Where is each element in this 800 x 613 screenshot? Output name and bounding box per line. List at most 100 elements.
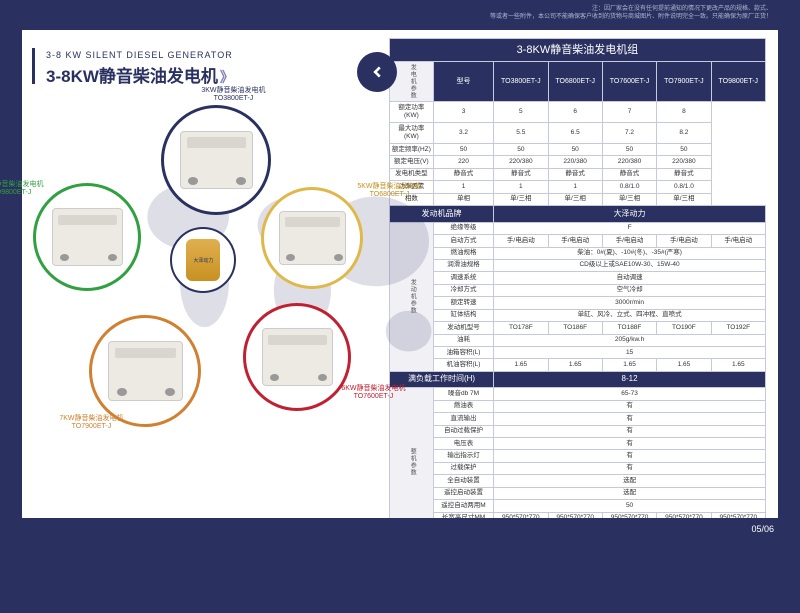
param-val: 有 xyxy=(494,413,766,425)
right-pane: 3-8KW静音柴油发电机组 发电机参数型号TO3800ET-JTO6800ET-… xyxy=(385,30,778,518)
param-val: 50 xyxy=(657,144,711,156)
param-name: 额定功率(KW) xyxy=(389,102,433,123)
param-val: 单/三相 xyxy=(548,193,602,205)
table-title: 3-8KW静音柴油发电机组 xyxy=(389,39,765,62)
param-name: 油箱容积(L) xyxy=(433,347,493,359)
param-name: 输出指示灯 xyxy=(433,450,493,462)
param-val: 6 xyxy=(548,102,602,123)
param-val: TO192F xyxy=(711,322,765,334)
param-name: 油耗 xyxy=(433,334,493,346)
param-val: 65-73 xyxy=(494,388,766,400)
param-name: 发动机型号 xyxy=(433,322,493,334)
param-val: 1.65 xyxy=(657,359,711,371)
sect-val: 大泽动力 xyxy=(494,206,766,222)
product-ring-r5 xyxy=(33,183,141,291)
col-hdr: TO6800ET-J xyxy=(548,62,602,102)
product-label-r1: 3KW静音柴油发电机TO3800ET-J xyxy=(193,87,273,104)
param-val: 静音式 xyxy=(433,168,493,180)
param-name: 燃油规格 xyxy=(433,247,493,259)
param-val: 205g/kw.h xyxy=(494,334,766,346)
param-val: 50 xyxy=(494,144,548,156)
param-val: 手/电启动 xyxy=(657,235,711,247)
title-chinese: 3-8KW静音柴油发电机》 xyxy=(46,62,375,87)
col-hdr: TO3800ET-J xyxy=(494,62,548,102)
param-val: 0.8/1.0 xyxy=(602,181,656,193)
product-label-r4: 7KW静音柴油发电机TO7900ET-J xyxy=(51,415,131,432)
top-disclaimer: 注：因厂家会在没有任何提前通知的情况下更改产品的规格、款式、 等或者一些附件，本… xyxy=(0,0,800,30)
param-val: 1 xyxy=(494,181,548,193)
left-pane: 3-8 KW SILENT DIESEL GENERATOR 3-8KW静音柴油… xyxy=(22,30,385,518)
param-val: 50 xyxy=(433,144,493,156)
generator-img xyxy=(262,328,333,385)
param-name: 润滑油规格 xyxy=(433,259,493,271)
param-val: 1.65 xyxy=(602,359,656,371)
param-name: 遥控自动两用M xyxy=(433,500,493,512)
param-val: 6.5 xyxy=(548,123,602,144)
col-hdr: TO7600ET-J xyxy=(602,62,656,102)
param-val: 7.2 xyxy=(602,123,656,144)
param-name: 额定电压(V) xyxy=(389,156,433,168)
param-val: 8 xyxy=(657,102,711,123)
param-name: 直流输出 xyxy=(433,413,493,425)
param-val: 静音式 xyxy=(657,168,711,180)
title-english: 3-8 KW SILENT DIESEL GENERATOR xyxy=(46,50,375,60)
product-ring-r1 xyxy=(161,105,271,215)
param-val: 0.8/1.0 xyxy=(657,181,711,193)
param-val: 220/380 xyxy=(494,156,548,168)
param-val: 有 xyxy=(494,425,766,437)
param-name: 绝缘等级 xyxy=(433,222,493,234)
param-val: 50 xyxy=(548,144,602,156)
param-val: 静音式 xyxy=(494,168,548,180)
param-val: 选配 xyxy=(494,475,766,487)
param-val: 1.65 xyxy=(548,359,602,371)
param-name: 缸体结构 xyxy=(433,309,493,321)
center-brand-badge: 大泽动力 xyxy=(170,227,236,293)
page-number: 05/06 xyxy=(751,524,774,534)
param-name: 发电机类型 xyxy=(389,168,433,180)
param-name: 自动过载保护 xyxy=(433,425,493,437)
param-name: 最大功率(KW) xyxy=(389,123,433,144)
product-label-r3: 6KW静音柴油发电机TO7600ET-J xyxy=(333,385,413,402)
param-val: 单/三相 xyxy=(657,193,711,205)
product-label-r5: 8KW静音柴油发电机TO9800ET-J xyxy=(0,181,51,198)
param-name: 过载保护 xyxy=(433,462,493,474)
vh-发动机参数: 发动机参数 xyxy=(389,222,433,371)
param-val: 手/电启动 xyxy=(602,235,656,247)
product-ring-layout: 大泽动力 3KW静音柴油发电机TO3800ET-J5KW静音柴油发电机TO680… xyxy=(33,105,373,415)
param-val: TO188F xyxy=(602,322,656,334)
param-val: 3 xyxy=(433,102,493,123)
param-val: 手/电启动 xyxy=(494,235,548,247)
param-val: 有 xyxy=(494,438,766,450)
page-footer: 05/06 xyxy=(0,518,800,542)
param-val: 1 xyxy=(548,181,602,193)
product-label-r2: 5KW静音柴油发电机TO6800ET-J xyxy=(349,183,429,200)
param-val: 220 xyxy=(433,156,493,168)
param-name: 调速系统 xyxy=(433,272,493,284)
param-val: 5 xyxy=(494,102,548,123)
param-val: 单/三相 xyxy=(494,193,548,205)
spec-table: 3-8KW静音柴油发电机组 发电机参数型号TO3800ET-JTO6800ET-… xyxy=(389,38,766,538)
param-val: 单缸、风冷、立式、四冲程、直喷式 xyxy=(494,309,766,321)
param-val: 空气冷却 xyxy=(494,284,766,296)
param-val: 手/电启动 xyxy=(711,235,765,247)
col-hdr: 型号 xyxy=(433,62,493,102)
param-val: 220/380 xyxy=(657,156,711,168)
arrow-badge-icon xyxy=(357,52,397,92)
param-val: 有 xyxy=(494,400,766,412)
title-accent xyxy=(32,48,35,84)
param-val: TO186F xyxy=(548,322,602,334)
sect-val: 8-12 xyxy=(494,371,766,387)
col-hdr: TO7900ET-J xyxy=(657,62,711,102)
generator-img xyxy=(279,211,346,265)
param-name: 噪音db 7M xyxy=(433,388,493,400)
param-val: 静音式 xyxy=(548,168,602,180)
param-val: 5.5 xyxy=(494,123,548,144)
param-name: 燃油表 xyxy=(433,400,493,412)
param-name: 机油容积(L) xyxy=(433,359,493,371)
main-panel: 3-8 KW SILENT DIESEL GENERATOR 3-8KW静音柴油… xyxy=(22,30,778,518)
param-name: 冷却方式 xyxy=(433,284,493,296)
param-val: 有 xyxy=(494,462,766,474)
param-val: 50 xyxy=(494,500,766,512)
param-val: 15 xyxy=(494,347,766,359)
param-val: 单/三相 xyxy=(602,193,656,205)
